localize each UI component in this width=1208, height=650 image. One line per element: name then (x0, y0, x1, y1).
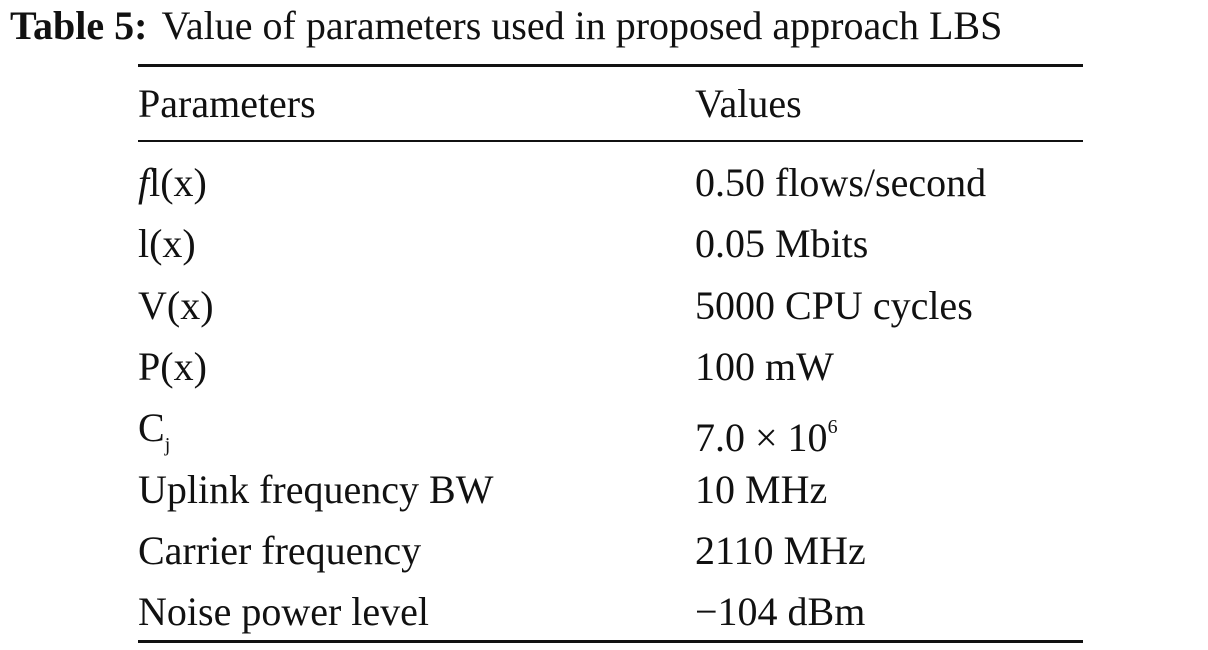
parameter-cell: Noise power level (138, 589, 430, 635)
header-cell: Values (695, 81, 802, 126)
value-cell: 2110 MHz (695, 527, 866, 573)
top-rule (138, 64, 1083, 67)
header-rule (138, 140, 1083, 142)
parameter-cell-part: f (138, 160, 150, 205)
caption-text: Value of parameters used in proposed app… (161, 3, 1003, 48)
parameter-cell: Carrier frequency (138, 527, 422, 573)
bottom-rule (138, 640, 1083, 643)
value-cell: 100 mW (695, 343, 834, 389)
value-cell: 10 MHz (695, 466, 828, 512)
header-cell: Parameters (138, 81, 316, 126)
value-cell: 0.05 Mbits (695, 221, 869, 267)
value-cell: −104 dBm (695, 589, 866, 635)
value-cell: 7.0 × 106 (695, 397, 838, 461)
caption-label: Table 5: (10, 3, 148, 48)
parameter-cell: Uplink frequency BW (138, 466, 494, 512)
parameter-cell: P(x) (138, 343, 207, 389)
parameter-cell: l(x) (138, 221, 196, 267)
caption: Table 5: Value of parameters used in prop… (10, 2, 1002, 49)
value-cell-part: 7.0 × 10 (695, 415, 828, 461)
parameter-cell-part: l(x) (149, 160, 207, 205)
value-cell: 0.50 flows/second (695, 160, 987, 205)
parameter-cell: V(x) (138, 282, 214, 328)
value-cell-part: 6 (827, 416, 838, 439)
parameter-cell: fl(x) (138, 152, 207, 213)
parameter-cell-part: j (164, 434, 171, 457)
parameter-cell-part: C (138, 405, 165, 451)
value-cell: 5000 CPU cycles (695, 282, 973, 328)
parameter-cell: Cj (138, 397, 170, 458)
